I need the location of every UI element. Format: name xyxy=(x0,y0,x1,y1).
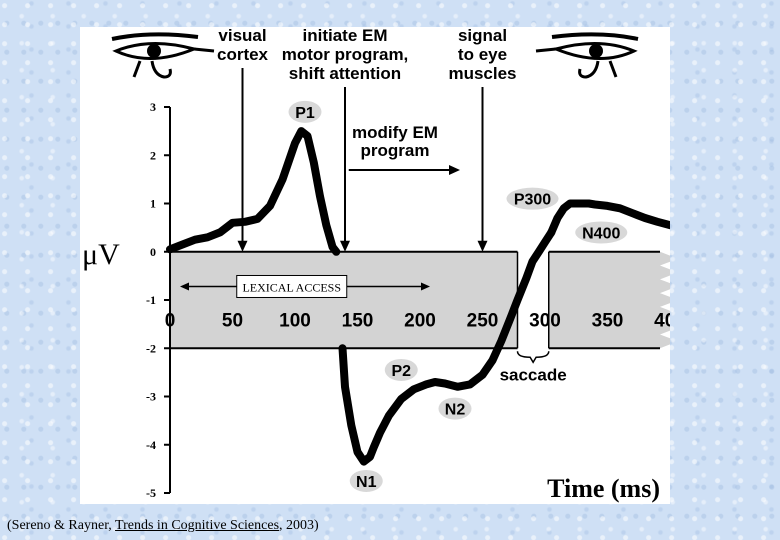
event-arrow-head xyxy=(477,240,488,252)
erp-waveform-segment xyxy=(166,127,341,256)
x-tick-label: 350 xyxy=(592,311,624,332)
eye-of-horus-left-icon xyxy=(111,32,215,79)
x-tick-label: 150 xyxy=(342,311,374,332)
figure-panel: 050100150200250300350400 3210-1-2-3-4-5μ… xyxy=(80,27,670,504)
y-tick-label: -2 xyxy=(146,341,156,355)
component-bubble xyxy=(438,397,472,420)
event-arrow-head xyxy=(237,240,248,252)
lexical-arrow-left-head xyxy=(180,282,189,291)
lexical-access-label: LEXICAL ACCESS xyxy=(242,280,341,294)
component-label: N1 xyxy=(356,474,377,491)
y-tick-label: 0 xyxy=(150,245,156,259)
saccade-label: saccade xyxy=(500,365,567,384)
x-tick-label: 400 xyxy=(654,311,670,332)
x-tick-label: 300 xyxy=(529,311,561,332)
arrow-label-line: muscles xyxy=(448,64,516,83)
modify-em-label-line: modify EM xyxy=(352,123,438,142)
time-band-right xyxy=(548,251,670,349)
component-bubble xyxy=(575,221,628,244)
component-bubble xyxy=(384,358,418,381)
arrow-label-line: cortex xyxy=(217,45,269,64)
component-bubble xyxy=(506,187,559,210)
y-tick-label: 1 xyxy=(150,197,156,211)
component-label: P300 xyxy=(514,192,551,209)
modify-em-label-line: program xyxy=(361,141,430,160)
eye-spiral xyxy=(150,60,172,79)
eye-pupil xyxy=(589,44,603,58)
y-axis-label: μV xyxy=(82,238,120,271)
y-tick-label: -3 xyxy=(146,390,156,404)
y-tick-label: -5 xyxy=(146,486,156,500)
x-tick-label: 200 xyxy=(404,311,436,332)
y-tick-label: 3 xyxy=(150,100,156,114)
lexical-arrow-right-head xyxy=(421,282,430,291)
erp-chart: 050100150200250300350400 3210-1-2-3-4-5μ… xyxy=(82,27,670,503)
component-bubble xyxy=(349,469,383,492)
y-tick-label: 2 xyxy=(150,148,156,162)
x-tick-label: 100 xyxy=(279,311,311,332)
eye-tear xyxy=(608,60,618,78)
x-axis-label: Time (ms) xyxy=(547,474,660,503)
saccade-brace xyxy=(516,351,550,364)
eye-pupil xyxy=(147,44,161,58)
arrow-label-line: initiate EM xyxy=(302,27,387,45)
arrow-label-line: to eye xyxy=(458,45,507,64)
eye-tear xyxy=(132,60,142,78)
x-tick-label: 250 xyxy=(467,311,499,332)
time-band-left xyxy=(170,251,518,349)
arrow-label-line: motor program, xyxy=(282,45,409,64)
citation-prefix: (Sereno & Rayner, xyxy=(7,518,116,533)
arrow-label-line: signal xyxy=(458,27,507,45)
component-bubble xyxy=(288,100,322,123)
citation-suffix: , 2003) xyxy=(279,518,319,533)
arrow-label-line: visual xyxy=(218,27,266,45)
eye-spiral xyxy=(578,60,600,79)
erp-waveform-segment xyxy=(338,228,556,466)
citation: (Sereno & Rayner, Trends in Cognitive Sc… xyxy=(7,518,319,534)
eye-tail xyxy=(193,47,215,53)
x-tick-label: 50 xyxy=(222,311,243,332)
eye-of-horus-right-icon xyxy=(535,32,639,79)
eye-tail xyxy=(535,47,557,53)
component-label: N2 xyxy=(445,402,466,419)
component-label: P1 xyxy=(295,105,315,122)
arrow-label-line: shift attention xyxy=(289,64,401,83)
y-tick-label: -1 xyxy=(146,293,156,307)
event-arrow-head xyxy=(340,240,350,252)
citation-journal: Trends in Cognitive Sciences xyxy=(115,518,280,533)
modify-em-arrow-head xyxy=(449,165,460,175)
eye-brow xyxy=(551,32,639,41)
eye-brow xyxy=(111,32,199,41)
component-label: P2 xyxy=(391,363,411,380)
y-tick-label: -4 xyxy=(146,438,156,452)
erp-waveform-segment xyxy=(547,199,670,237)
component-label: N400 xyxy=(582,225,620,242)
